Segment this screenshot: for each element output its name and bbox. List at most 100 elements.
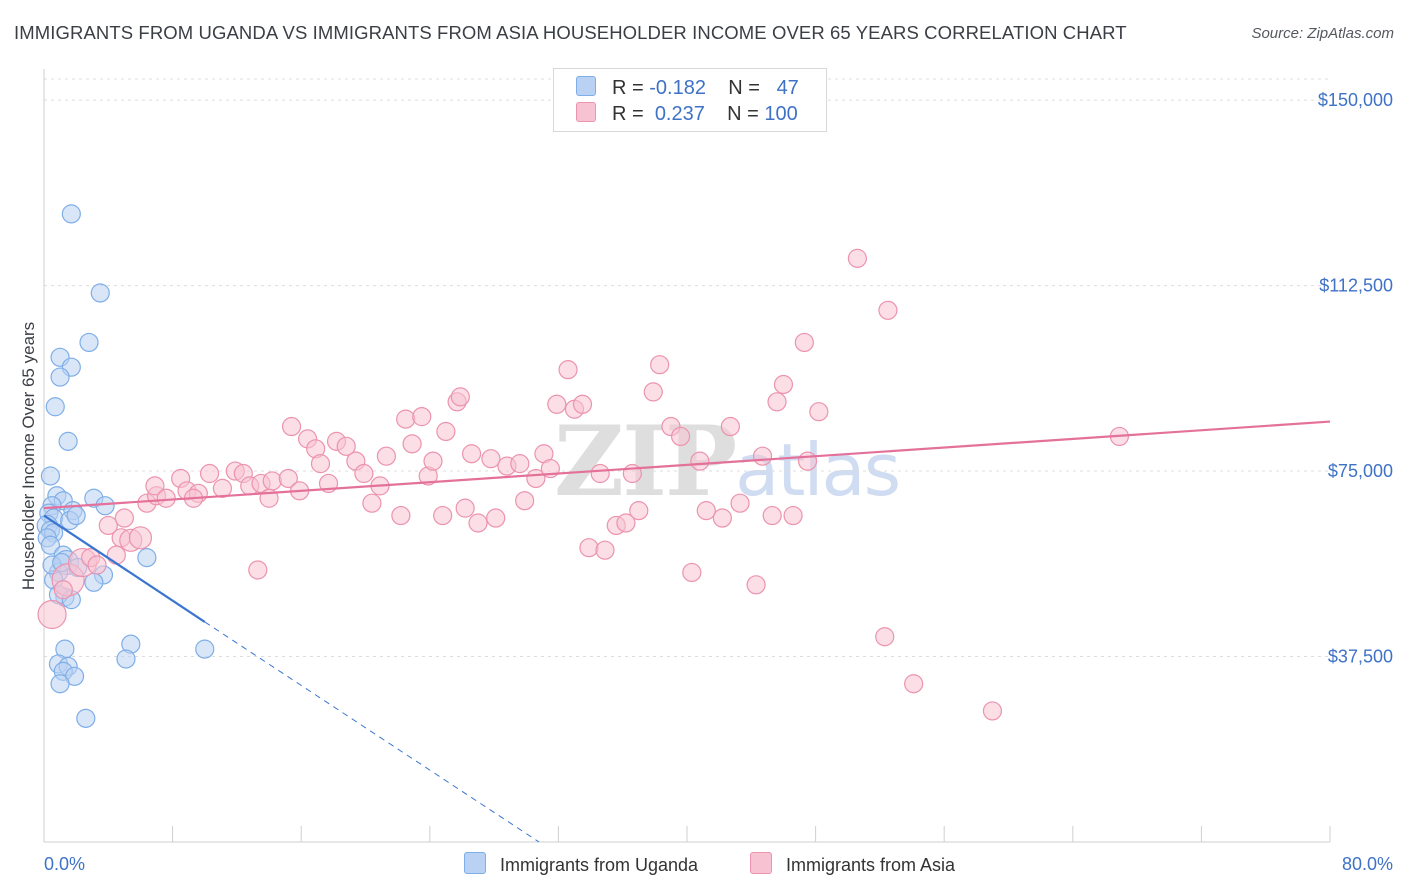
asia-point (336, 436, 356, 456)
legend-n-label: N = (727, 103, 759, 125)
x-tick-label-max: 80.0% (1342, 854, 1393, 874)
y-tick-label: $75,000 (1328, 461, 1393, 481)
asia-point (461, 444, 482, 464)
asia-point (712, 508, 732, 528)
asia-point (572, 394, 593, 414)
chart-source: Source: ZipAtlas.com (1251, 25, 1394, 42)
y-tick-label: $150,000 (1318, 90, 1393, 110)
y-tick-label: $37,500 (1328, 647, 1393, 667)
legend-r-value-uganda: -0.182 (649, 77, 706, 99)
uganda-point (50, 367, 70, 387)
asia-point (310, 454, 331, 474)
asia-point (590, 463, 610, 484)
legend-r-value-asia: 0.237 (654, 103, 705, 125)
asia-point (809, 402, 829, 422)
asia-point (436, 421, 456, 442)
asia-point (730, 493, 750, 513)
legend-n-value-uganda: 47 (776, 77, 799, 99)
asia-point (904, 674, 924, 694)
legend-r-label: R = (612, 77, 644, 99)
asia-point (670, 426, 691, 447)
uganda-point (40, 535, 61, 555)
zipatlas-watermark: ZIPatlas (554, 405, 901, 518)
asia-point (212, 478, 233, 498)
asia-point (629, 501, 649, 521)
uganda-point (58, 431, 78, 451)
asia-point (354, 463, 374, 484)
legend-n-value-asia: 100 (764, 103, 798, 125)
asia-point (696, 501, 716, 521)
asia-point (643, 382, 663, 402)
uganda-point (66, 505, 86, 526)
legend-r-label: R = (612, 103, 644, 125)
asia-point (468, 513, 488, 533)
uganda-point (45, 397, 65, 417)
uganda-point (61, 204, 81, 224)
uganda-point (137, 548, 157, 568)
asia-point (391, 505, 411, 526)
asia-point (281, 416, 302, 437)
legend-n-label: N = (728, 77, 760, 99)
asia-point (762, 505, 782, 526)
asia-point (752, 446, 773, 466)
uganda-point (50, 674, 70, 694)
uganda-point (79, 332, 99, 353)
data-points (36, 204, 1130, 728)
asia-point (362, 493, 382, 513)
y-tick-label: $112,500 (1319, 276, 1393, 296)
asia-trend-line (43, 420, 1331, 510)
asia-point (616, 513, 636, 533)
asia-point (982, 701, 1003, 721)
bottom-legend-label-asia: Immigrants from Asia (786, 855, 956, 875)
asia-point (396, 409, 416, 429)
asia-point (248, 560, 268, 580)
x-tick-label-min: 0.0% (44, 854, 85, 874)
asia-point (423, 451, 443, 471)
x-tick-labels: 0.0% 80.0% (44, 854, 1393, 874)
uganda-point (116, 649, 136, 669)
asia-point (767, 392, 787, 412)
asia-point (847, 248, 867, 268)
asia-point (547, 394, 567, 414)
asia-point (156, 488, 176, 508)
asia-point (37, 599, 67, 630)
asia-point (450, 387, 470, 407)
asia-point (746, 575, 766, 595)
trend-lines (43, 420, 1331, 843)
asia-point (875, 627, 895, 647)
asia-point (128, 526, 153, 550)
uganda-trend-line (43, 514, 206, 623)
legend-swatch-uganda (576, 76, 596, 96)
axes (43, 69, 1331, 843)
asia-point (114, 508, 134, 528)
chart-title: IMMIGRANTS FROM UGANDA VS IMMIGRANTS FRO… (14, 22, 1127, 43)
bottom-legend-uganda: Immigrants from Uganda (464, 852, 698, 876)
asia-point (773, 374, 794, 395)
asia-point (558, 360, 578, 380)
bottom-legend-label-uganda: Immigrants from Uganda (500, 855, 699, 875)
bottom-legend-swatch-uganda (464, 852, 486, 874)
bottom-legend-swatch-asia (750, 852, 772, 874)
asia-point (690, 451, 710, 471)
y-axis-label: Householder Income Over 65 years (19, 322, 38, 590)
asia-point (53, 580, 73, 600)
asia-point (199, 463, 220, 484)
asia-point (87, 555, 107, 575)
asia-point (145, 476, 165, 496)
asia-point (402, 434, 422, 454)
legend-row-asia: R = 0.237 N = 100 (576, 102, 798, 126)
legend-row-uganda: R = -0.182 N = 47 (576, 76, 799, 100)
asia-point (510, 454, 530, 474)
asia-point (486, 508, 506, 528)
uganda-point (40, 466, 61, 486)
asia-point (455, 498, 475, 518)
asia-point (515, 491, 535, 511)
asia-point (262, 471, 282, 491)
uganda-point (90, 283, 110, 303)
asia-point (682, 562, 702, 583)
asia-point (595, 540, 615, 560)
uganda-point (95, 496, 115, 516)
asia-point (797, 451, 818, 471)
gridlines (44, 78, 1330, 658)
